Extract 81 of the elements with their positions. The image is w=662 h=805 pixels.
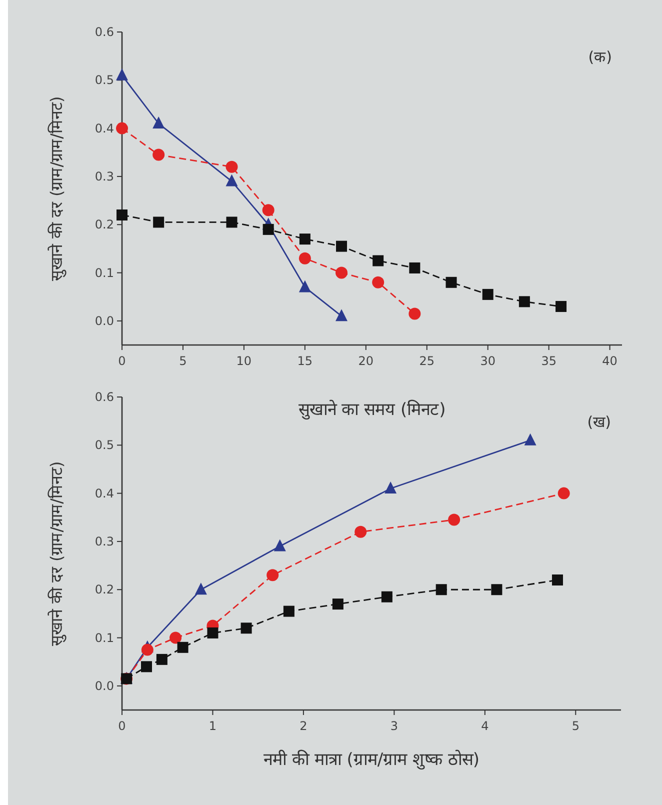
point (226, 216, 238, 228)
x-tick-label: 35 (541, 354, 556, 368)
point (207, 627, 218, 638)
point (448, 514, 460, 526)
point (354, 526, 367, 538)
point (152, 116, 165, 128)
point (156, 654, 168, 665)
y-tick-label: 0.4 (94, 121, 114, 136)
y-tick-label: 0.3 (94, 534, 114, 548)
x-tick-label: 2 (300, 719, 308, 733)
point (170, 632, 182, 644)
point (274, 539, 286, 552)
x-tick-label: 40 (602, 354, 618, 368)
x-tick-label: 1 (208, 719, 217, 733)
x-tick-label: 30 (480, 354, 496, 368)
x-tick-label: 5 (572, 719, 580, 733)
point (140, 661, 152, 672)
x-tick-label: 20 (358, 354, 374, 368)
y-axis-title: सुखाने की दर (ग्राम/ग्राम/मिनट) (47, 96, 67, 281)
point (336, 240, 348, 252)
point (336, 309, 348, 322)
y-tick-label: 0.4 (94, 486, 114, 500)
x-tick-label: 0 (118, 354, 126, 368)
y-tick-label: 0.3 (94, 169, 114, 184)
point (240, 622, 252, 634)
point (491, 584, 502, 596)
y-tick-label: 0.1 (94, 630, 114, 645)
y-tick-label: 0.0 (94, 314, 114, 328)
point (283, 606, 294, 617)
point (384, 481, 397, 494)
x-tick-label: 25 (419, 354, 435, 368)
point (262, 204, 274, 216)
point (152, 148, 165, 161)
x-tick-label: 0 (118, 719, 126, 733)
annotation: (ख) (587, 413, 611, 431)
point (408, 308, 421, 320)
annotation: (क) (588, 48, 612, 66)
point (116, 209, 128, 220)
point (372, 255, 384, 266)
y-tick-label: 0.0 (94, 678, 114, 693)
point (482, 288, 494, 300)
x-axis-title: सुखाने का समय (मिनट) (298, 399, 446, 420)
point (226, 160, 238, 173)
point (299, 234, 310, 245)
point (262, 224, 274, 235)
y-axis-title: सुखाने की दर (ग्राम/ग्राम/मिनट) (47, 461, 67, 646)
point (266, 569, 279, 582)
x-tick-label: 4 (481, 719, 489, 733)
y-tick-label: 0.2 (94, 218, 114, 232)
point (446, 276, 457, 288)
y-tick-label: 0.6 (94, 390, 114, 404)
y-tick-label: 0.5 (94, 438, 114, 452)
point (524, 433, 536, 446)
x-axis-title: नमी की मात्रा (ग्राम/ग्राम शुष्क ठोस) (263, 749, 480, 770)
x-tick-label: 15 (297, 354, 313, 368)
point (177, 642, 188, 653)
point (558, 487, 570, 500)
x-tick-label: 10 (236, 354, 252, 368)
point (116, 68, 128, 80)
x-tick-label: 5 (179, 354, 187, 368)
point (552, 574, 563, 586)
point (381, 591, 392, 602)
point (436, 584, 447, 596)
point (556, 300, 567, 312)
y-tick-label: 0.6 (94, 25, 114, 39)
x-tick-label: 3 (390, 719, 398, 733)
point (336, 266, 348, 279)
point (409, 262, 420, 274)
point (153, 216, 164, 228)
point (332, 598, 344, 610)
y-tick-label: 0.5 (94, 73, 114, 88)
point (226, 174, 238, 186)
point (298, 280, 311, 292)
point (194, 582, 207, 595)
point (518, 296, 530, 308)
point (116, 122, 128, 134)
point (141, 644, 154, 656)
point (298, 252, 311, 264)
y-tick-label: 0.2 (94, 582, 114, 597)
y-tick-label: 0.1 (94, 266, 114, 280)
point (372, 276, 384, 288)
